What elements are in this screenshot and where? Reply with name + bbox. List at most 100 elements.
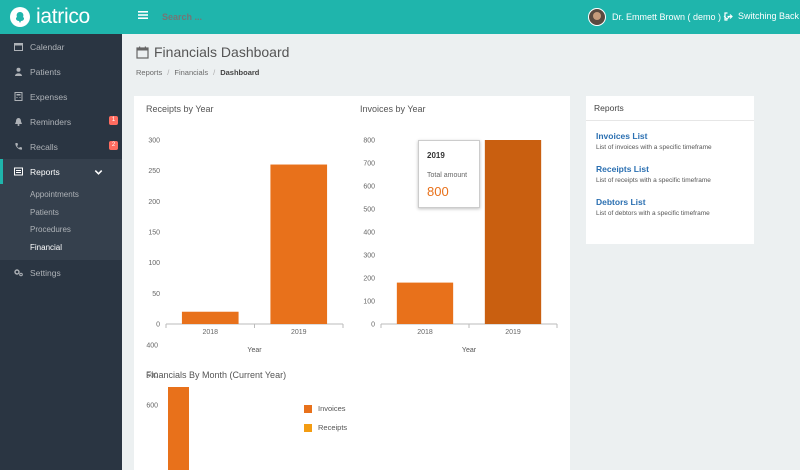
invoices-list-link[interactable]: Invoices List xyxy=(596,131,648,141)
brand-name: iatrico xyxy=(36,5,90,28)
y-tick-label: 100 xyxy=(363,299,375,306)
y-tick-label: 700 xyxy=(363,161,375,168)
y-tick-label: 100 xyxy=(148,260,160,267)
calculator-icon xyxy=(14,92,23,101)
sidebar: Calendar Patients Expenses Reminders 1 R… xyxy=(0,34,122,470)
y-tick-label: 300 xyxy=(363,253,375,260)
monthly-chart-legend: Invoices Receipts xyxy=(304,404,347,442)
user-name: Dr. Emmett Brown ( demo ) xyxy=(612,12,722,22)
top-bar: iatrico Dr. Emmett Brown ( demo ) Switch… xyxy=(0,0,800,34)
bell-icon xyxy=(15,118,22,126)
sidebar-item-label: Recalls xyxy=(30,141,58,152)
legend-item-receipts[interactable]: Receipts xyxy=(304,423,347,432)
y-tick-label: 50 xyxy=(152,291,160,298)
sidebar-item-label: Patients xyxy=(30,66,61,77)
reports-submenu: Appointments Patients Procedures Financi… xyxy=(0,184,122,260)
legend-label: Invoices xyxy=(318,404,346,413)
x-tick-label: 2018 xyxy=(417,329,433,336)
y-tick-label: 600 xyxy=(146,403,158,410)
brand[interactable]: iatrico xyxy=(0,0,122,34)
debtors-list-link[interactable]: Debtors List xyxy=(596,197,646,207)
y-tick-label: 600 xyxy=(363,184,375,191)
invoices-chart-title: Invoices by Year xyxy=(360,104,426,114)
legend-label: Receipts xyxy=(318,423,348,432)
bar xyxy=(181,311,239,324)
phone-icon xyxy=(15,143,22,150)
sidebar-item-expenses[interactable]: Expenses xyxy=(0,84,122,109)
breadcrumb-reports[interactable]: Reports xyxy=(136,68,163,77)
page-title: Financials Dashboard xyxy=(136,44,289,60)
y-tick-label: 200 xyxy=(148,199,160,206)
bar xyxy=(484,140,542,324)
sidebar-item-patients[interactable]: Patients xyxy=(0,59,122,84)
reports-panel: Reports Invoices List List of invoices w… xyxy=(586,96,754,244)
invoices-list-desc: List of invoices with a specific timefra… xyxy=(596,144,712,151)
sidebar-item-label: Calendar xyxy=(30,41,65,52)
reports-icon xyxy=(14,167,23,176)
sign-out-icon xyxy=(724,11,733,21)
x-tick-label: 2018 xyxy=(202,329,218,336)
user-icon xyxy=(15,67,22,76)
submenu-item-appointments[interactable]: Appointments xyxy=(30,190,79,200)
sidebar-item-reports[interactable]: Reports xyxy=(0,159,122,184)
breadcrumb-financials[interactable]: Financials xyxy=(174,68,209,77)
sidebar-item-label: Reports xyxy=(30,166,60,177)
y-tick-label: 150 xyxy=(148,230,160,237)
y-tick-label: 250 xyxy=(148,168,160,175)
debtors-list-desc: List of debtors with a specific timefram… xyxy=(596,210,710,217)
menu-toggle-icon[interactable] xyxy=(138,10,150,22)
switch-back-button[interactable]: Switching Back xyxy=(724,11,799,21)
page-header: Financials Dashboard Reports / Financial… xyxy=(136,44,289,77)
y-tick-label: 200 xyxy=(363,276,375,283)
chart-tooltip: 2019 Total amount 800 xyxy=(418,140,480,208)
x-tick-label: 2019 xyxy=(505,329,521,336)
page-title-text: Financials Dashboard xyxy=(154,44,290,60)
submenu-item-patients[interactable]: Patients xyxy=(30,207,59,217)
submenu-item-procedures[interactable]: Procedures xyxy=(30,225,71,235)
reminders-badge: 1 xyxy=(109,116,118,125)
tooltip-value: 800 xyxy=(427,184,449,199)
x-axis-title: Year xyxy=(247,347,262,354)
calendar-icon xyxy=(14,43,23,51)
y-tick-label: 800 xyxy=(363,138,375,145)
tooltip-label: Total amount xyxy=(427,172,468,179)
recalls-badge: 2 xyxy=(109,141,118,150)
tooltip-title: 2019 xyxy=(427,151,445,160)
user-menu[interactable]: Dr. Emmett Brown ( demo ) xyxy=(588,8,731,26)
receipts-chart-title: Receipts by Year xyxy=(146,104,214,114)
legend-item-invoices[interactable]: Invoices xyxy=(304,404,347,413)
gears-icon xyxy=(14,269,23,277)
bar xyxy=(270,164,328,324)
bar xyxy=(396,282,454,324)
sidebar-item-recalls[interactable]: Recalls 2 xyxy=(0,134,122,159)
breadcrumb: Reports / Financials / Dashboard xyxy=(136,68,260,77)
y-tick-label: 0 xyxy=(371,322,375,329)
y-tick-label: 500 xyxy=(146,373,158,380)
y-tick-label: 0 xyxy=(156,322,160,329)
chevron-down-icon xyxy=(94,170,103,175)
breadcrumb-dashboard: Dashboard xyxy=(220,68,260,77)
sidebar-item-label: Expenses xyxy=(30,91,68,102)
search-input[interactable] xyxy=(162,9,282,25)
reports-panel-title: Reports xyxy=(586,96,754,121)
y-tick-label: 500 xyxy=(363,207,375,214)
calendar-icon xyxy=(136,46,149,59)
legend-swatch xyxy=(304,404,312,413)
submenu-item-financial[interactable]: Financial xyxy=(30,242,63,252)
receipts-list-desc: List of receipts with a specific timefra… xyxy=(596,177,711,184)
y-tick-label: 400 xyxy=(363,230,375,237)
sidebar-item-label: Reminders xyxy=(30,116,72,127)
sidebar-item-settings[interactable]: Settings xyxy=(0,260,122,285)
sidebar-item-calendar[interactable]: Calendar xyxy=(0,34,122,59)
receipts-list-link[interactable]: Receipts List xyxy=(596,164,649,174)
bar xyxy=(168,387,189,470)
sidebar-item-reminders[interactable]: Reminders 1 xyxy=(0,109,122,134)
x-axis-title: Year xyxy=(462,347,477,354)
monthly-chart-title: Financials By Month (Current Year) xyxy=(146,370,287,380)
y-tick-label: 300 xyxy=(148,138,160,145)
legend-swatch xyxy=(304,423,312,432)
avatar xyxy=(588,8,606,26)
